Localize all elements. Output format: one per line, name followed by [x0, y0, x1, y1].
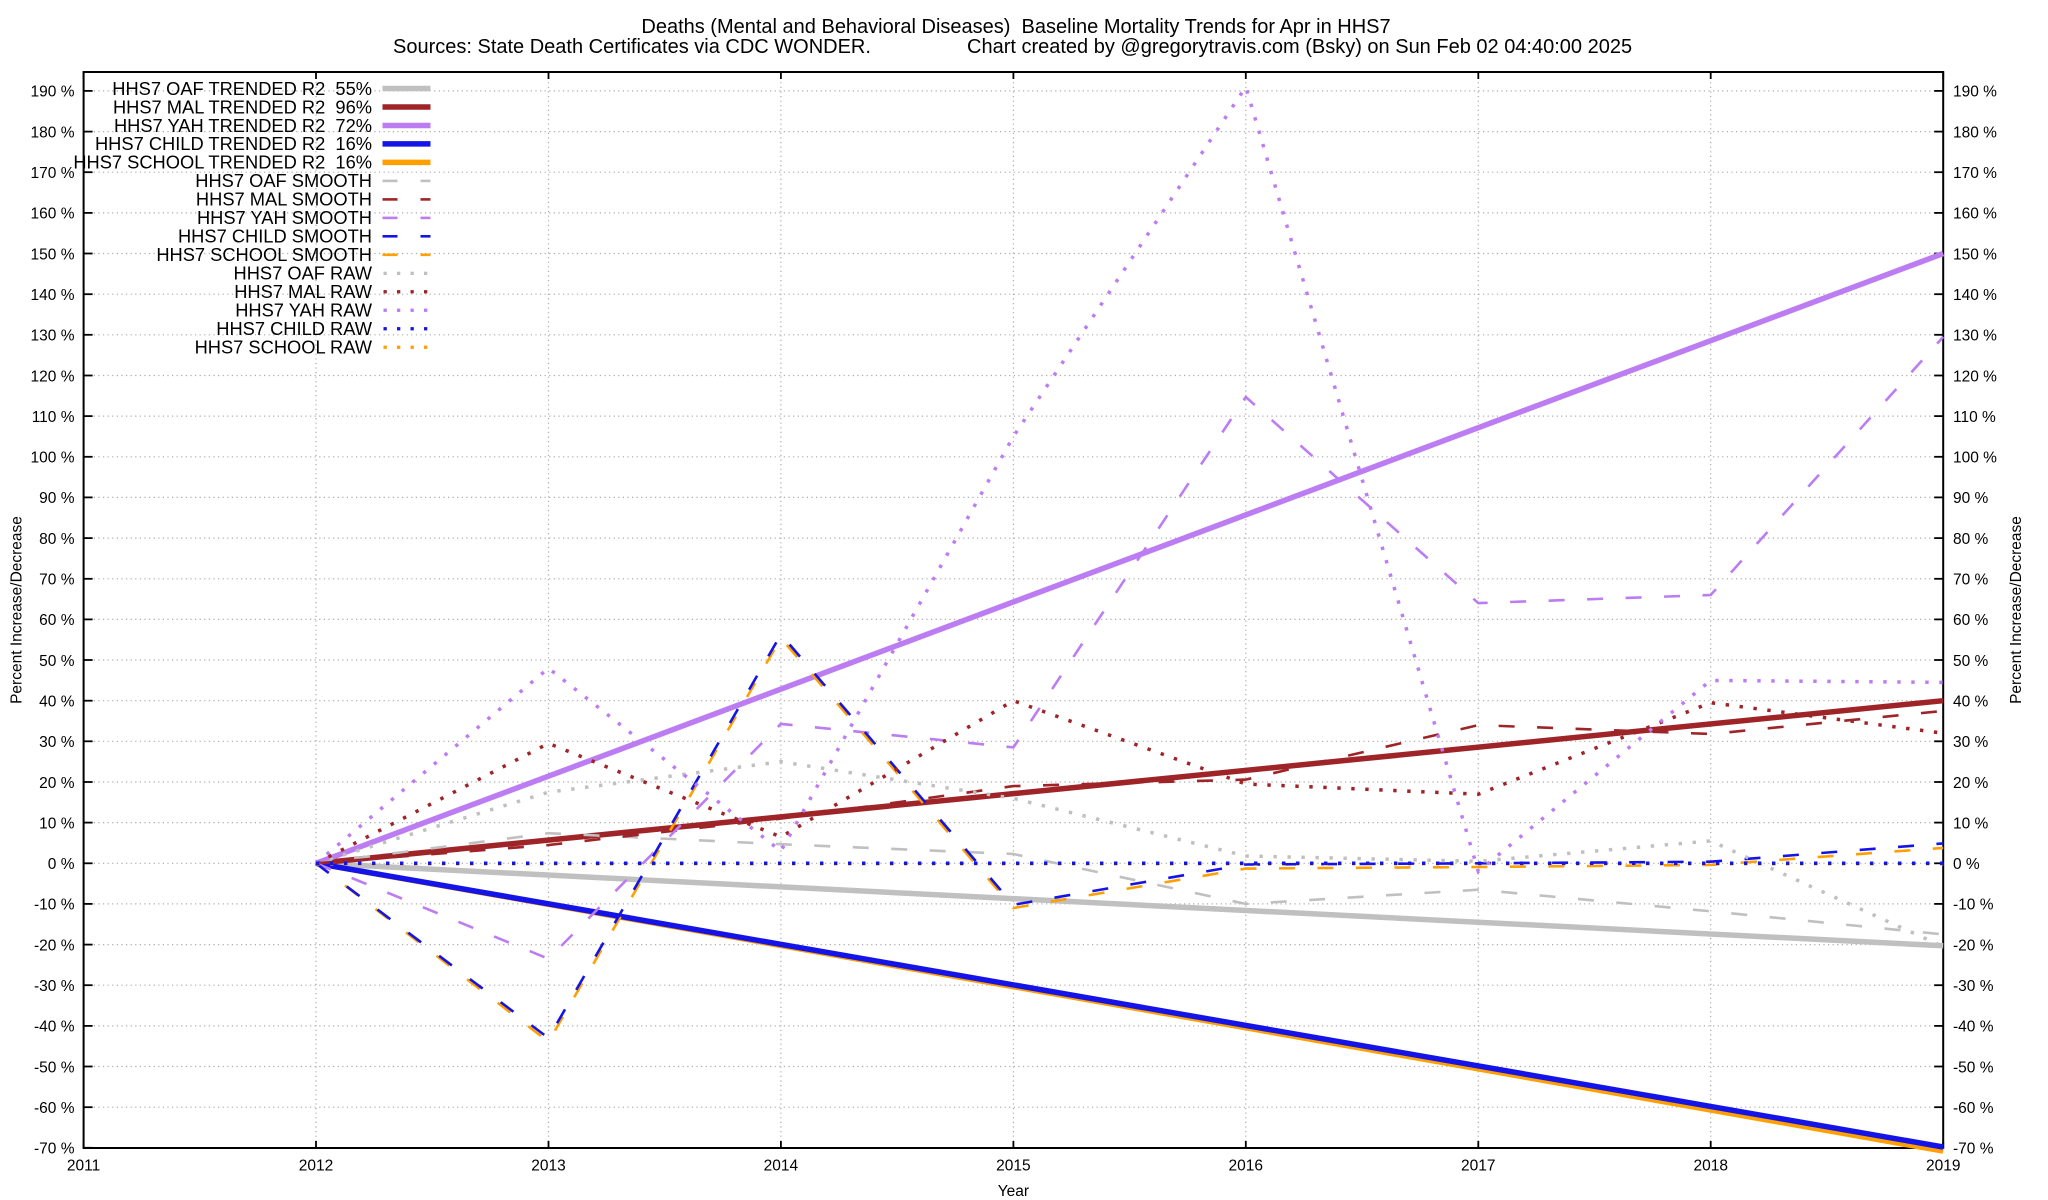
svg-text:Sources: State Death Certifica: Sources: State Death Certificates via CD… — [393, 36, 871, 58]
svg-text:-60 %: -60 % — [34, 1100, 75, 1117]
svg-text:HHS7 CHILD RAW: HHS7 CHILD RAW — [216, 318, 372, 339]
svg-text:-40 %: -40 % — [1953, 1019, 1994, 1036]
svg-text:2018: 2018 — [1693, 1158, 1727, 1175]
svg-text:0 %: 0 % — [48, 856, 75, 873]
svg-text:160 %: 160 % — [1953, 206, 1997, 223]
svg-text:HHS7 YAH TRENDED R2 72%: HHS7 YAH TRENDED R2 72% — [114, 115, 372, 136]
svg-text:2013: 2013 — [531, 1158, 565, 1175]
svg-text:100 %: 100 % — [31, 450, 75, 467]
svg-text:180 %: 180 % — [31, 124, 75, 141]
svg-text:Deaths (Mental and Behavioral: Deaths (Mental and Behavioral Diseases) … — [641, 16, 1390, 38]
svg-text:-50 %: -50 % — [1953, 1059, 1994, 1076]
svg-text:2015: 2015 — [996, 1158, 1030, 1175]
svg-text:0 %: 0 % — [1953, 856, 1980, 873]
svg-text:Percent Increase/Decrease: Percent Increase/Decrease — [9, 516, 26, 704]
svg-text:2014: 2014 — [764, 1158, 799, 1175]
svg-text:-70 %: -70 % — [34, 1141, 75, 1158]
svg-text:-70 %: -70 % — [1953, 1141, 1994, 1158]
svg-text:130 %: 130 % — [31, 328, 75, 345]
svg-text:90 %: 90 % — [1953, 490, 1989, 507]
svg-text:20 %: 20 % — [39, 775, 75, 792]
svg-text:-10 %: -10 % — [34, 897, 75, 914]
svg-text:HHS7 CHILD SMOOTH: HHS7 CHILD SMOOTH — [178, 226, 372, 247]
svg-text:2019: 2019 — [1926, 1158, 1960, 1175]
svg-text:HHS7 YAH SMOOTH: HHS7 YAH SMOOTH — [197, 207, 372, 228]
svg-text:70 %: 70 % — [39, 572, 75, 589]
svg-text:120 %: 120 % — [31, 368, 75, 385]
svg-text:150 %: 150 % — [31, 246, 75, 263]
svg-text:-30 %: -30 % — [1953, 978, 1994, 995]
svg-text:30 %: 30 % — [39, 734, 75, 751]
svg-text:130 %: 130 % — [1953, 328, 1997, 345]
svg-text:HHS7 SCHOOL SMOOTH: HHS7 SCHOOL SMOOTH — [156, 244, 372, 265]
svg-text:HHS7 SCHOOL RAW: HHS7 SCHOOL RAW — [195, 337, 373, 358]
svg-text:120 %: 120 % — [1953, 368, 1997, 385]
svg-text:80 %: 80 % — [1953, 531, 1989, 548]
svg-text:90 %: 90 % — [39, 490, 75, 507]
svg-text:20 %: 20 % — [1953, 775, 1989, 792]
svg-text:180 %: 180 % — [1953, 124, 1997, 141]
svg-text:HHS7 MAL TRENDED R2 96%: HHS7 MAL TRENDED R2 96% — [113, 96, 372, 117]
svg-text:60 %: 60 % — [1953, 612, 1989, 629]
svg-text:110 %: 110 % — [32, 409, 75, 426]
svg-text:60 %: 60 % — [39, 612, 75, 629]
svg-text:2017: 2017 — [1461, 1158, 1495, 1175]
svg-text:HHS7 MAL SMOOTH: HHS7 MAL SMOOTH — [196, 189, 372, 210]
svg-text:110 %: 110 % — [1953, 409, 1996, 426]
svg-text:HHS7 YAH RAW: HHS7 YAH RAW — [235, 300, 373, 321]
svg-text:-20 %: -20 % — [34, 937, 75, 954]
svg-text:HHS7 OAF TRENDED R2 55%: HHS7 OAF TRENDED R2 55% — [112, 78, 372, 99]
svg-text:30 %: 30 % — [1953, 734, 1989, 751]
svg-text:-30 %: -30 % — [34, 978, 75, 995]
svg-text:-20 %: -20 % — [1953, 937, 1994, 954]
svg-text:Percent Increase/Decrease: Percent Increase/Decrease — [2008, 516, 2025, 704]
svg-text:Chart created by @gregorytravi: Chart created by @gregorytravis.com (Bsk… — [967, 36, 1632, 58]
svg-text:10 %: 10 % — [1953, 815, 1989, 832]
svg-text:150 %: 150 % — [1953, 246, 1997, 263]
svg-text:140 %: 140 % — [31, 287, 75, 304]
svg-text:190 %: 190 % — [31, 84, 75, 101]
svg-text:HHS7 MAL RAW: HHS7 MAL RAW — [234, 281, 373, 302]
svg-text:40 %: 40 % — [1953, 694, 1989, 711]
svg-text:2011: 2011 — [67, 1158, 100, 1175]
svg-text:40 %: 40 % — [39, 694, 75, 711]
svg-text:190 %: 190 % — [1953, 84, 1997, 101]
svg-text:10 %: 10 % — [39, 815, 75, 832]
svg-text:160 %: 160 % — [31, 206, 75, 223]
svg-text:140 %: 140 % — [1953, 287, 1997, 304]
svg-text:2012: 2012 — [299, 1158, 333, 1175]
svg-text:100 %: 100 % — [1953, 450, 1997, 467]
svg-text:HHS7 OAF SMOOTH: HHS7 OAF SMOOTH — [195, 170, 372, 191]
svg-text:-40 %: -40 % — [34, 1019, 75, 1036]
svg-text:80 %: 80 % — [39, 531, 75, 548]
svg-text:70 %: 70 % — [1953, 572, 1989, 589]
svg-text:2016: 2016 — [1229, 1158, 1263, 1175]
svg-text:-60 %: -60 % — [1953, 1100, 1994, 1117]
svg-text:-10 %: -10 % — [1953, 897, 1994, 914]
svg-text:50 %: 50 % — [1953, 653, 1989, 670]
svg-text:HHS7 OAF RAW: HHS7 OAF RAW — [234, 263, 373, 284]
svg-text:HHS7 SCHOOL TRENDED R2 16%: HHS7 SCHOOL TRENDED R2 16% — [73, 152, 372, 173]
svg-text:Year: Year — [998, 1183, 1029, 1200]
svg-text:HHS7 CHILD TRENDED R2 16%: HHS7 CHILD TRENDED R2 16% — [95, 133, 372, 154]
svg-text:170 %: 170 % — [1953, 165, 1997, 182]
svg-text:170 %: 170 % — [31, 165, 75, 182]
svg-text:50 %: 50 % — [39, 653, 75, 670]
svg-text:-50 %: -50 % — [34, 1059, 75, 1076]
